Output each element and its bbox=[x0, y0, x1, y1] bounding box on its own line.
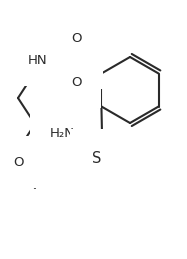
Text: S: S bbox=[92, 150, 102, 166]
Text: HN: HN bbox=[28, 54, 48, 67]
Text: H₂N: H₂N bbox=[50, 126, 74, 140]
Text: O: O bbox=[13, 155, 23, 169]
Text: O: O bbox=[71, 76, 81, 89]
Text: S: S bbox=[71, 53, 81, 68]
Text: O: O bbox=[71, 32, 81, 45]
